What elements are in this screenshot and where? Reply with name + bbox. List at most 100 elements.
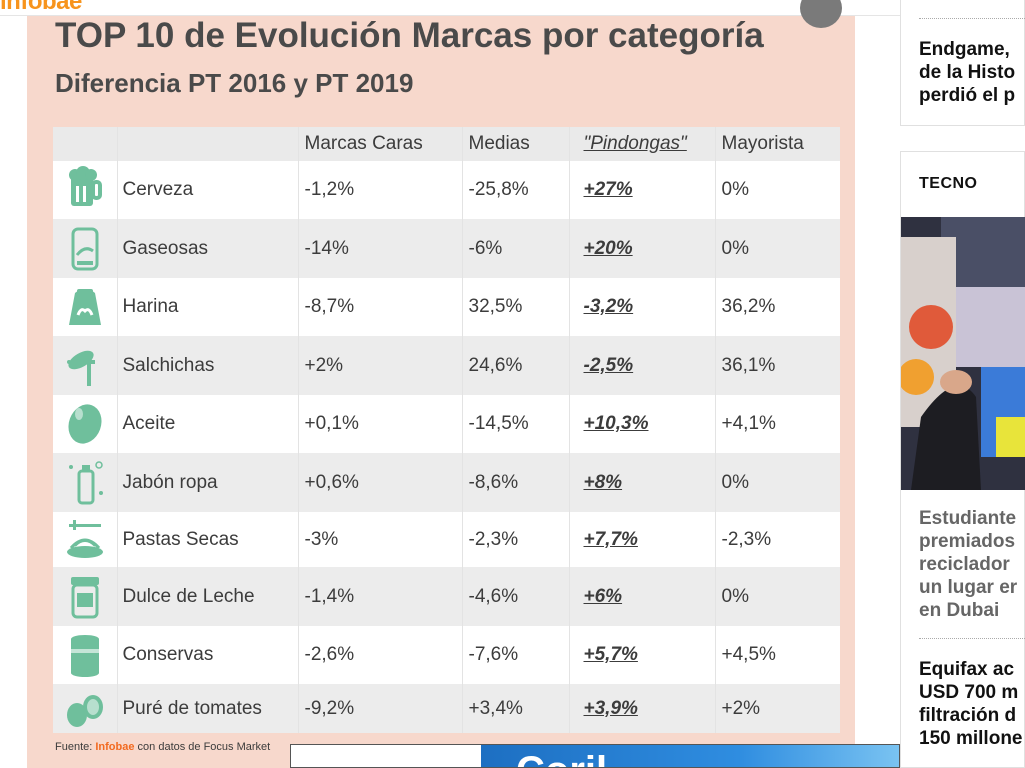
category-icon-cell xyxy=(53,395,118,453)
value-mayorista: +2% xyxy=(721,697,761,719)
infographic-subtitle: Diferencia PT 2016 y PT 2019 xyxy=(55,68,414,98)
source-note: Fuente: Infobae con datos de Focus Marke… xyxy=(55,741,270,753)
jam-jar-icon xyxy=(70,576,99,618)
value-marcas-caras: -1,2% xyxy=(298,161,463,219)
sidebar-headline-1-line[interactable]: premiados xyxy=(919,531,1016,552)
tin-can-icon xyxy=(70,635,99,677)
table-row: Aceite +0,1% -14,5% +10,3% +4,1% xyxy=(53,395,840,453)
category-icon-cell xyxy=(53,626,118,684)
value-mayorista: 36,2% xyxy=(721,296,776,317)
source-suffix: con datos de Focus Market xyxy=(134,741,271,753)
source-brand: Infobae xyxy=(95,741,135,753)
pasta-plate-icon xyxy=(66,519,103,558)
sidebar-headline-2-line[interactable]: USD 700 m xyxy=(919,682,1019,703)
sidebar-headline-top-line[interactable]: perdió el p xyxy=(919,85,1016,106)
value-pindongas-cell: +3,9% xyxy=(569,684,716,733)
table-row: Gaseosas -14% -6% +20% 0% xyxy=(53,219,840,278)
value-medias: 32,5% xyxy=(462,278,570,336)
category-name: Gaseosas xyxy=(117,219,299,278)
value-marcas-caras: -3% xyxy=(298,512,463,567)
category-icon-cell xyxy=(53,512,118,567)
value-medias: -25,8% xyxy=(462,161,570,219)
category-name: Puré de tomates xyxy=(117,684,299,733)
section-label-tecno[interactable]: TECNO xyxy=(919,175,978,192)
infographic-title: TOP 10 de Evolución Marcas por categoría xyxy=(55,16,764,55)
value-pindongas-cell: +10,3% xyxy=(569,395,716,453)
value-mayorista: 36,1% xyxy=(721,354,776,376)
sidebar-headline-1-line[interactable]: en Dubai xyxy=(919,600,1000,621)
value-pindongas-cell: -3,2% xyxy=(569,278,716,336)
soda-can-icon xyxy=(71,227,99,270)
value-medias: -8,6% xyxy=(462,453,570,512)
table-row: Puré de tomates -9,2% +3,4% +3,9% +2% xyxy=(53,684,840,733)
value-marcas-caras: -2,6% xyxy=(298,626,463,684)
infographic-card: TOP 10 de Evolución Marcas por categoría… xyxy=(27,16,855,768)
category-icon-cell xyxy=(53,567,118,626)
value-pindongas: -2,5% xyxy=(583,354,634,376)
category-name: Dulce de Leche xyxy=(117,567,299,626)
category-name: Aceite xyxy=(117,395,299,453)
column-header-marcas-caras: Marcas Caras xyxy=(298,127,463,161)
sidebar-headline-2-line[interactable]: filtración d xyxy=(919,705,1017,726)
infobae-logo[interactable]: infobae xyxy=(0,0,82,15)
value-pindongas: +7,7% xyxy=(583,528,638,550)
table-row: Harina -8,7% 32,5% -3,2% 36,2% xyxy=(53,278,840,336)
sidebar-headline-top-line[interactable]: de la Histo xyxy=(919,62,1016,83)
category-icon-cell xyxy=(53,336,118,395)
category-icon-cell xyxy=(53,684,118,733)
value-medias: -4,6% xyxy=(462,567,570,626)
news-photo[interactable] xyxy=(901,217,1025,490)
sidebar-news-card-top[interactable]: Endgame, de la Histo perdió el p xyxy=(900,0,1025,126)
column-header-icon xyxy=(53,127,118,161)
category-icon-cell xyxy=(53,161,118,219)
sidebar-headline-2-line[interactable]: 150 millone xyxy=(919,728,1023,749)
value-pindongas-cell: +7,7% xyxy=(569,512,716,567)
category-name: Salchichas xyxy=(117,336,299,395)
table-row: Jabón ropa +0,6% -8,6% +8% 0% xyxy=(53,453,840,512)
ad-banner-text: Coril xyxy=(516,751,607,767)
sidebar-headline-1-line[interactable]: un lugar er xyxy=(919,577,1018,598)
value-marcas-caras: -14% xyxy=(298,219,463,278)
category-icon-cell xyxy=(53,453,118,512)
value-mayorista: 0% xyxy=(721,585,749,607)
value-marcas-caras: -9,2% xyxy=(298,684,463,733)
column-header-category xyxy=(117,127,299,161)
sidebar-headline-1-line[interactable]: reciclador xyxy=(919,554,1010,575)
ad-banner[interactable]: Coril xyxy=(290,744,900,768)
sidebar-headline-top-line[interactable]: Endgame, xyxy=(919,39,1010,60)
value-medias: +3,4% xyxy=(462,684,570,733)
sidebar-headline-1-line[interactable]: Estudiante xyxy=(919,508,1017,529)
table-row: Pastas Secas -3% -2,3% +7,7% -2,3% xyxy=(53,512,840,567)
value-mayorista: -2,3% xyxy=(721,528,772,550)
value-mayorista: +4,1% xyxy=(721,413,776,434)
value-pindongas: +27% xyxy=(583,179,633,200)
value-marcas-caras: -8,7% xyxy=(298,278,463,336)
value-pindongas: +8% xyxy=(583,471,623,493)
table-header-row: Marcas Caras Medias "Pindongas" Mayorist… xyxy=(53,127,840,161)
sidebar-tecno-card: TECNO Estudiante premiados reciclador xyxy=(900,151,1025,768)
table-row: Dulce de Leche -1,4% -4,6% +6% 0% xyxy=(53,567,840,626)
dotted-divider xyxy=(919,18,1025,19)
value-medias: -7,6% xyxy=(462,626,570,684)
right-sidebar: Endgame, de la Histo perdió el p TECNO xyxy=(900,0,1025,768)
value-medias: -14,5% xyxy=(462,395,570,453)
dotted-divider xyxy=(919,638,1025,639)
value-medias: 24,6% xyxy=(462,336,570,395)
table-row: Conservas -2,6% -7,6% +5,7% +4,5% xyxy=(53,626,840,684)
brands-table: Marcas Caras Medias "Pindongas" Mayorist… xyxy=(53,127,840,733)
value-pindongas-cell: -2,5% xyxy=(569,336,716,395)
value-pindongas-cell: +6% xyxy=(569,567,716,626)
column-header-pindongas: "Pindongas" xyxy=(569,127,716,161)
news-photo-image xyxy=(901,217,1025,490)
category-icon-cell xyxy=(53,278,118,336)
table-row: Cerveza -1,2% -25,8% +27% 0% xyxy=(53,161,840,219)
column-header-pindongas-label: "Pindongas" xyxy=(583,133,687,154)
value-pindongas-cell: +8% xyxy=(569,453,716,512)
value-mayorista: 0% xyxy=(721,471,749,493)
sidebar-headline-2-line[interactable]: Equifax ac xyxy=(919,659,1015,680)
flour-sack-icon xyxy=(68,289,101,325)
category-name: Harina xyxy=(117,278,299,336)
value-medias: -2,3% xyxy=(462,512,570,567)
value-pindongas-cell: +20% xyxy=(569,219,716,278)
value-pindongas-cell: +27% xyxy=(569,161,716,219)
